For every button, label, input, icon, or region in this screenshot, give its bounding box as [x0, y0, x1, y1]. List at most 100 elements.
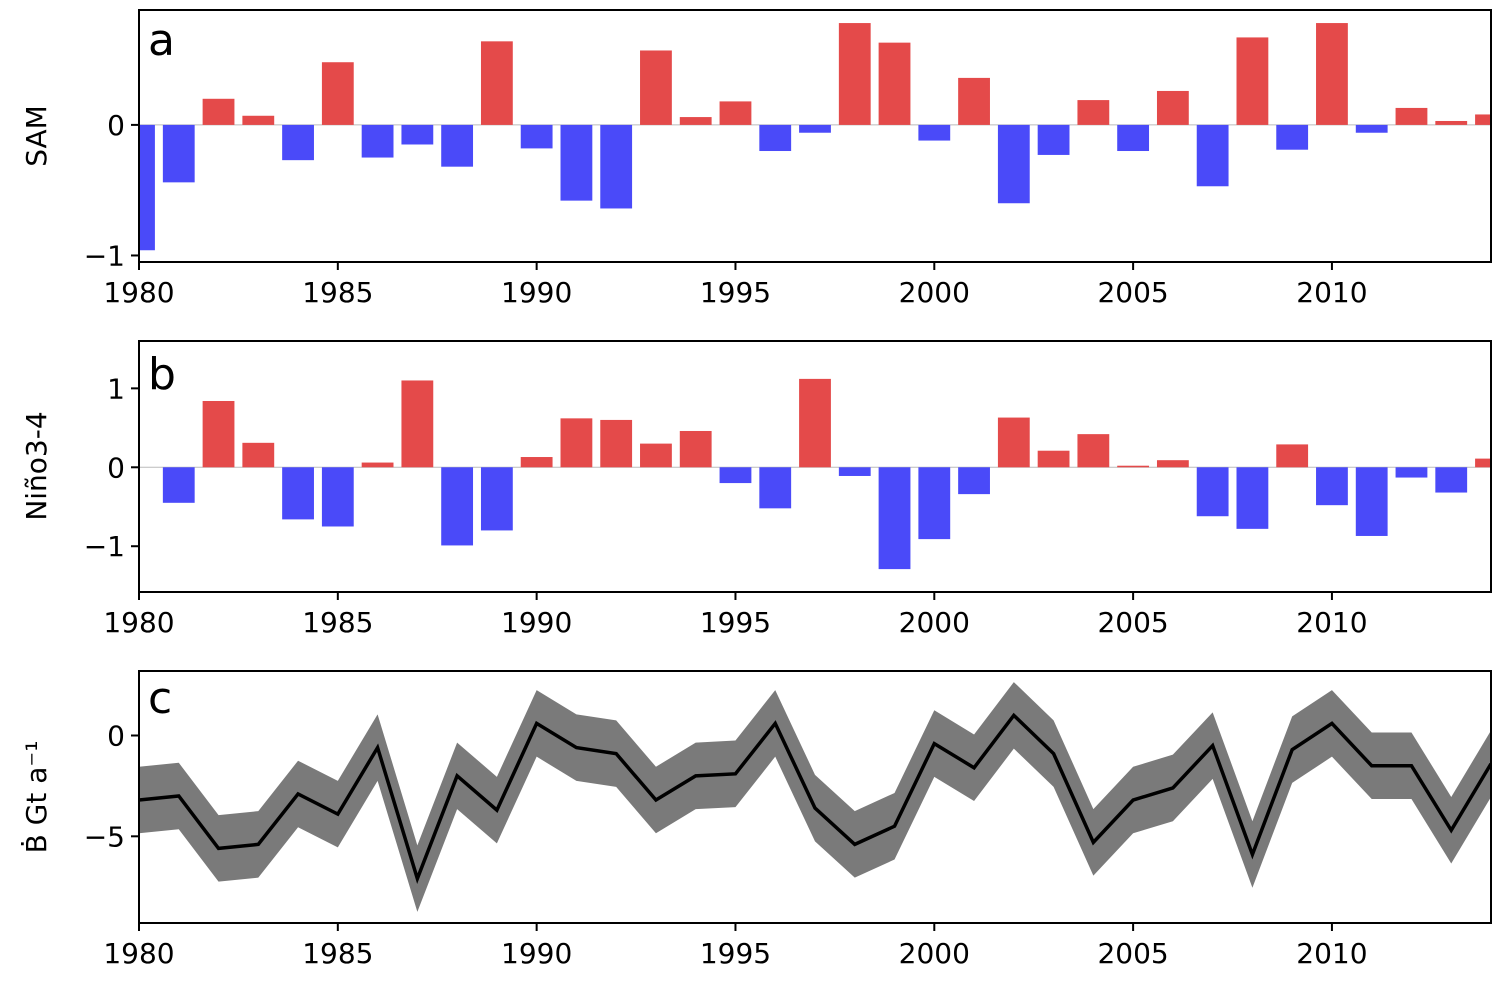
y-tick-label: 0	[107, 451, 125, 484]
bar-1984	[282, 124, 314, 161]
uncertainty-band	[139, 682, 1491, 912]
point-2006	[1172, 787, 1174, 789]
bar-2003	[1037, 450, 1070, 468]
x-tick-label: 1995	[700, 276, 771, 309]
point-1986	[377, 747, 379, 749]
x-tick-label: 1995	[700, 606, 771, 639]
bar-2002	[997, 124, 1030, 204]
bar-1996	[759, 467, 792, 509]
bar-2013	[1435, 467, 1468, 493]
bar-1999	[878, 467, 911, 570]
bar-2001	[958, 467, 990, 495]
panel-a: 1980 1985 1990 1995 2000 2005 2010 −1 0 a SAM	[20, 9, 1492, 309]
panel-a-y-axis: −1 0	[84, 109, 139, 272]
bar-1985	[321, 467, 354, 527]
point-2000	[933, 743, 935, 745]
bar-2014	[1475, 458, 1491, 468]
bar-1986	[361, 124, 394, 158]
panel-b: 1980 1985 1990 1995 2000 2005 2010 −1 0 1 b Niño…	[20, 340, 1492, 639]
bar-1999	[878, 42, 911, 125]
x-tick-label: 1995	[700, 937, 771, 970]
y-tick-label: 0	[107, 109, 125, 142]
point-1995	[734, 773, 736, 775]
bar-2005	[1117, 124, 1150, 152]
bar-2000	[918, 467, 951, 540]
bar-1983	[242, 442, 275, 468]
x-tick-label: 1990	[501, 276, 572, 309]
x-tick-label: 1990	[501, 606, 572, 639]
point-1981	[178, 795, 180, 797]
panel-a-letter: a	[148, 15, 175, 66]
panel-a-bars	[139, 23, 1491, 251]
bar-2009	[1276, 124, 1309, 150]
bar-2010	[1316, 23, 1348, 125]
bar-1986	[361, 462, 394, 468]
bar-1982	[202, 98, 235, 125]
x-tick-label: 1980	[103, 276, 174, 309]
bar-1996	[759, 124, 792, 152]
x-tick-label: 1985	[302, 937, 373, 970]
panel-c-series	[139, 682, 1491, 912]
point-1992	[615, 753, 617, 755]
panel-a-frame	[138, 9, 1492, 263]
x-tick-label: 2005	[1097, 276, 1168, 309]
bar-2014	[1475, 114, 1491, 125]
bar-1984	[282, 467, 314, 520]
point-2002	[1013, 714, 1015, 716]
bar-1987	[401, 380, 434, 468]
x-tick-label: 2000	[899, 606, 970, 639]
bar-1982	[202, 400, 235, 468]
bar-1992	[600, 124, 633, 209]
x-tick-label: 1985	[302, 606, 373, 639]
point-2012	[1410, 765, 1412, 767]
point-2005	[1132, 799, 1134, 801]
panel-c-letter: c	[148, 673, 172, 724]
point-2011	[1371, 765, 1373, 767]
x-tick-label: 2010	[1296, 276, 1367, 309]
x-tick-label: 2005	[1097, 937, 1168, 970]
bar-1985	[321, 62, 354, 125]
x-tick-label: 2005	[1097, 606, 1168, 639]
bar-1989	[480, 41, 513, 125]
point-1996	[774, 722, 776, 724]
bar-1981	[162, 124, 195, 183]
bar-1994	[679, 117, 712, 125]
panel-c-x-axis: 1980 1985 1990 1995 2000 2005 2010	[103, 923, 1368, 970]
x-tick-label: 2000	[899, 276, 970, 309]
bar-2007	[1196, 467, 1229, 517]
y-tick-label: −1	[84, 530, 125, 563]
panel-b-letter: b	[148, 349, 176, 400]
bar-2008	[1236, 467, 1269, 529]
bar-1989	[480, 467, 513, 531]
panel-b-y-axis: −1 0 1	[84, 372, 139, 563]
point-2004	[1092, 841, 1094, 843]
bar-2003	[1037, 124, 1070, 155]
point-1987	[416, 878, 418, 880]
y-tick-label: 0	[107, 720, 125, 753]
bar-1987	[401, 124, 434, 145]
bar-1981	[162, 467, 195, 503]
point-1994	[695, 775, 697, 777]
panel-b-x-axis: 1980 1985 1990 1995 2000 2005 2010	[103, 592, 1368, 639]
point-1993	[655, 799, 657, 801]
bar-2013	[1435, 120, 1468, 125]
panel-b-bars	[139, 378, 1491, 570]
panel-c-frame	[138, 670, 1492, 924]
point-2003	[1053, 753, 1055, 755]
x-tick-label: 2000	[899, 937, 970, 970]
point-2009	[1291, 749, 1293, 751]
bar-1988	[441, 467, 474, 546]
bar-2009	[1276, 444, 1309, 468]
bar-2005	[1117, 465, 1150, 468]
x-tick-label: 2010	[1296, 937, 1367, 970]
x-tick-label: 1980	[103, 606, 174, 639]
bar-2006	[1156, 90, 1189, 125]
point-1998	[854, 843, 856, 845]
point-1984	[297, 793, 299, 795]
bar-1988	[441, 124, 474, 167]
bar-1998	[838, 467, 871, 476]
bar-1983	[242, 115, 275, 125]
bar-2011	[1355, 467, 1388, 536]
point-2008	[1251, 853, 1253, 855]
panel-b-ylabel: Niño3-4	[20, 411, 53, 520]
